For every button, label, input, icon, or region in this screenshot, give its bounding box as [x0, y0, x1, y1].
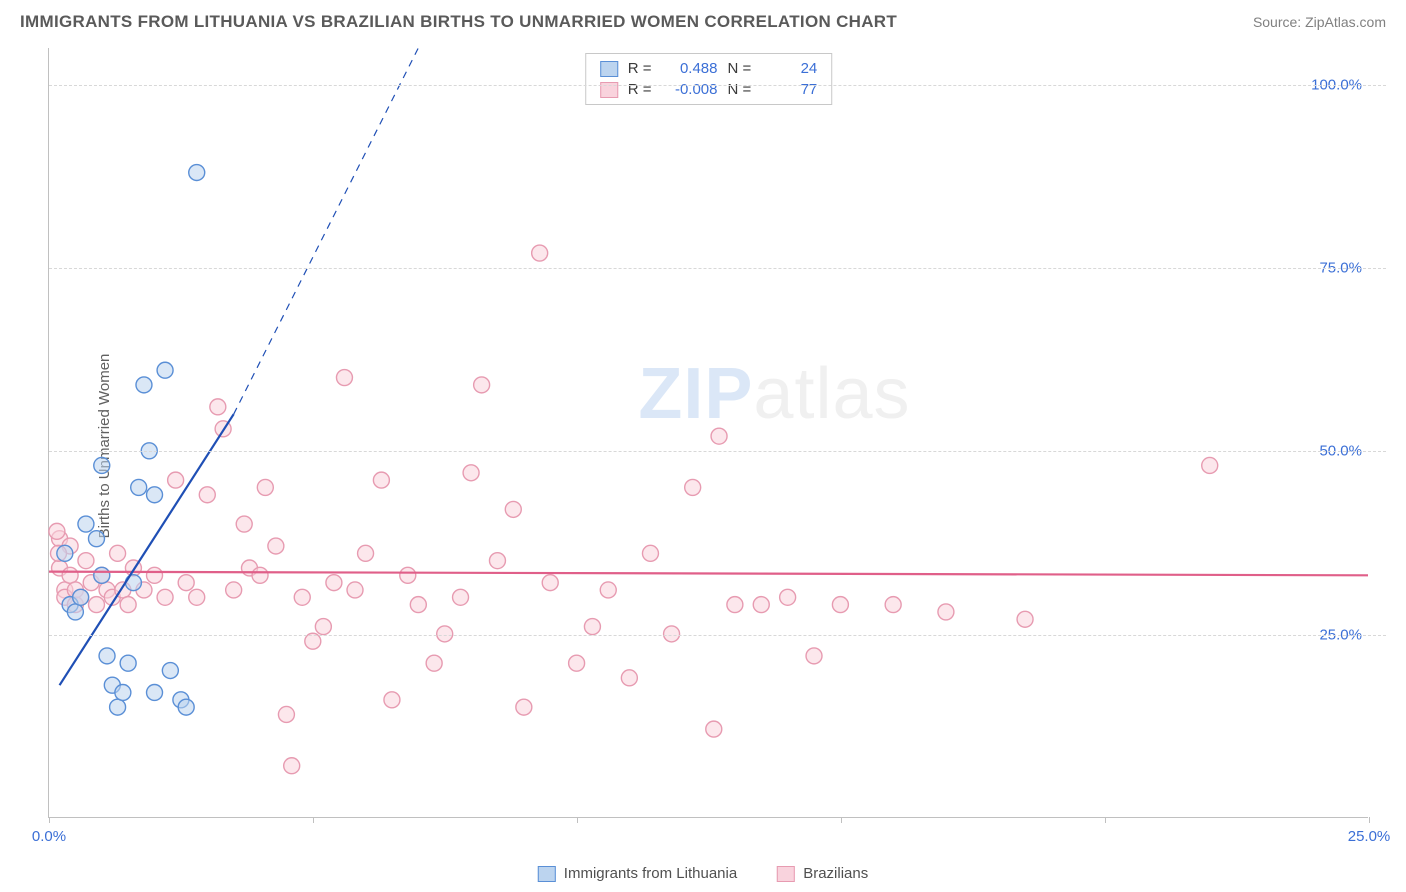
- x-tick-label: 25.0%: [1348, 828, 1391, 845]
- swatch-lithuania: [600, 61, 618, 77]
- scatter-plot: [49, 48, 1368, 817]
- legend-item-brazilians: Brazilians: [777, 865, 868, 882]
- legend-item-lithuania: Immigrants from Lithuania: [538, 865, 737, 882]
- legend-row-lithuania: R = 0.488 N = 24: [596, 58, 822, 79]
- r-value-brazilians: -0.008: [662, 81, 718, 98]
- swatch-lithuania-icon: [538, 866, 556, 882]
- x-tick-label: 0.0%: [32, 828, 66, 845]
- source-label: Source: ZipAtlas.com: [1253, 14, 1386, 30]
- plot-area: ZIPatlas R = 0.488 N = 24 R = -0.008 N =…: [48, 48, 1368, 818]
- n-value-lithuania: 24: [761, 60, 817, 77]
- chart-title: IMMIGRANTS FROM LITHUANIA VS BRAZILIAN B…: [20, 12, 897, 32]
- swatch-brazilians-icon: [777, 866, 795, 882]
- legend-row-brazilians: R = -0.008 N = 77: [596, 79, 822, 100]
- series-legend: Immigrants from Lithuania Brazilians: [538, 865, 868, 882]
- correlation-legend: R = 0.488 N = 24 R = -0.008 N = 77: [585, 53, 833, 105]
- n-value-brazilians: 77: [761, 81, 817, 98]
- r-value-lithuania: 0.488: [662, 60, 718, 77]
